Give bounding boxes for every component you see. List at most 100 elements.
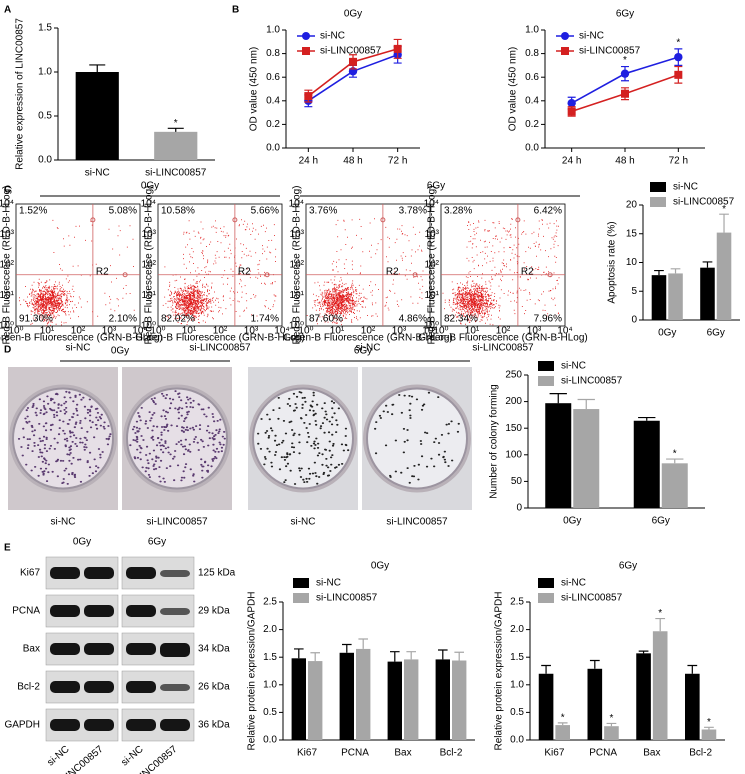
legend-swatch — [538, 361, 554, 371]
legend-swatch — [538, 376, 554, 386]
y-log-tick: 10¹ — [425, 290, 440, 301]
x-tick-label: Bcl-2 — [689, 748, 712, 759]
panel-label: E — [4, 543, 11, 554]
bar — [435, 659, 450, 740]
y-axis-label: Relative protein expression/GAPDH — [247, 592, 258, 751]
significance: * — [658, 608, 662, 619]
y-axis-label: OD value (450 nm) — [508, 47, 519, 131]
y-tick-label: 10 — [626, 257, 638, 268]
bar — [573, 409, 600, 508]
error-bar — [310, 652, 320, 662]
y-log-tick: 10² — [425, 260, 440, 271]
gate-label: R2 — [96, 266, 109, 277]
y-tick-label: 2.0 — [510, 624, 524, 635]
bar — [716, 232, 732, 320]
bar — [668, 273, 683, 320]
gate-handle — [264, 272, 270, 278]
quadrant-value: 5.66% — [251, 206, 279, 217]
y-tick-label: 20 — [626, 200, 638, 211]
x-tick-label: Bax — [643, 748, 660, 759]
legend-marker — [302, 47, 310, 55]
error-bar — [390, 651, 400, 662]
quadrant-value: 10.58% — [161, 206, 195, 217]
chart-title: 0Gy — [344, 9, 362, 20]
x-log-tick: 10⁴ — [557, 326, 572, 337]
colonies — [17, 390, 112, 485]
y-tick-label: 50 — [511, 476, 523, 487]
legend-marker — [302, 32, 310, 40]
band — [84, 643, 114, 655]
legend-label: si-LINC00857 — [320, 46, 382, 57]
y-log-tick: 10² — [290, 260, 305, 271]
protein-label: PCNA — [12, 606, 40, 617]
y-tick-label: 0.2 — [266, 119, 280, 130]
marker — [674, 70, 683, 79]
y-tick-label: 2.5 — [510, 597, 524, 608]
x-tick-label: 72 h — [388, 156, 407, 167]
error-bar — [557, 722, 568, 726]
bar — [545, 403, 572, 508]
flow-events — [162, 219, 277, 325]
x-tick-label: si-NC — [85, 168, 110, 179]
x-log-tick: 10³ — [392, 326, 407, 337]
y-log-tick: 10⁴ — [424, 199, 439, 210]
legend-marker — [561, 47, 569, 55]
flow-events — [442, 218, 560, 327]
y-log-tick: 10⁰ — [141, 321, 156, 332]
quadrant-value: 3.28% — [444, 206, 472, 217]
x-tick-label: 24 h — [299, 156, 318, 167]
significance: * — [609, 713, 613, 724]
y-tick-label: 0.2 — [525, 119, 539, 130]
y-tick-label: 0.5 — [510, 707, 524, 718]
error-bar — [719, 213, 729, 233]
y-log-tick: 10¹ — [0, 290, 15, 301]
y-tick-label: 1.5 — [510, 652, 524, 663]
panel-label: C — [4, 185, 11, 196]
band — [50, 719, 80, 731]
significance: * — [707, 717, 711, 728]
bar — [651, 275, 667, 320]
sample-label: si-LINC00857 — [146, 517, 208, 528]
lane-label: si-NC — [119, 744, 145, 768]
legend-marker — [561, 32, 569, 40]
chart-title: 6Gy — [619, 561, 637, 572]
band — [50, 605, 80, 617]
quadrant-value: 87.60% — [309, 314, 343, 325]
quadrant-value: 4.86% — [399, 314, 427, 325]
quadrant-value: 3.78% — [399, 206, 427, 217]
gate-handle — [380, 217, 386, 223]
quadrant-value: 82.02% — [161, 314, 195, 325]
legend-label: si-LINC00857 — [561, 376, 623, 387]
error-bar — [704, 726, 714, 730]
y-log-tick: 10⁰ — [289, 321, 304, 332]
y-log-tick: 10⁴ — [289, 199, 304, 210]
error-bar — [687, 664, 698, 674]
sample-label: si-LINC00857 — [472, 343, 534, 354]
y-tick-label: 0.6 — [525, 72, 539, 83]
significance: * — [623, 55, 627, 66]
band — [84, 605, 114, 617]
sample-label: si-NC — [291, 517, 316, 528]
y-tick-label: 100 — [505, 449, 522, 460]
flow-y-label: Red-B Fluorescence (RED-B-HLog) — [427, 186, 438, 345]
y-tick-label: 5 — [631, 286, 637, 297]
colonies — [374, 391, 460, 484]
band — [126, 605, 156, 617]
x-log-tick: 10² — [496, 326, 511, 337]
x-log-tick: 10⁰ — [8, 326, 23, 337]
y-tick-label: 1.0 — [525, 25, 539, 36]
y-axis-label: Relative protein expression/GAPDH — [494, 592, 505, 751]
flow-y-label: Red-B Fluorescence (RED-B-HLog) — [144, 186, 155, 345]
error-bar — [541, 664, 551, 674]
protein-size: 29 kDa — [198, 606, 230, 617]
x-log-tick: 10¹ — [40, 326, 55, 337]
quadrant-lines — [16, 204, 140, 326]
marker — [621, 89, 629, 98]
marker — [674, 52, 683, 62]
band — [160, 719, 190, 731]
y-tick-label: 1.0 — [266, 25, 280, 36]
sample-label: si-NC — [356, 343, 381, 354]
quadrant-value: 2.10% — [109, 314, 137, 325]
y-tick-label: 0.0 — [266, 143, 280, 154]
colonies — [257, 391, 350, 485]
